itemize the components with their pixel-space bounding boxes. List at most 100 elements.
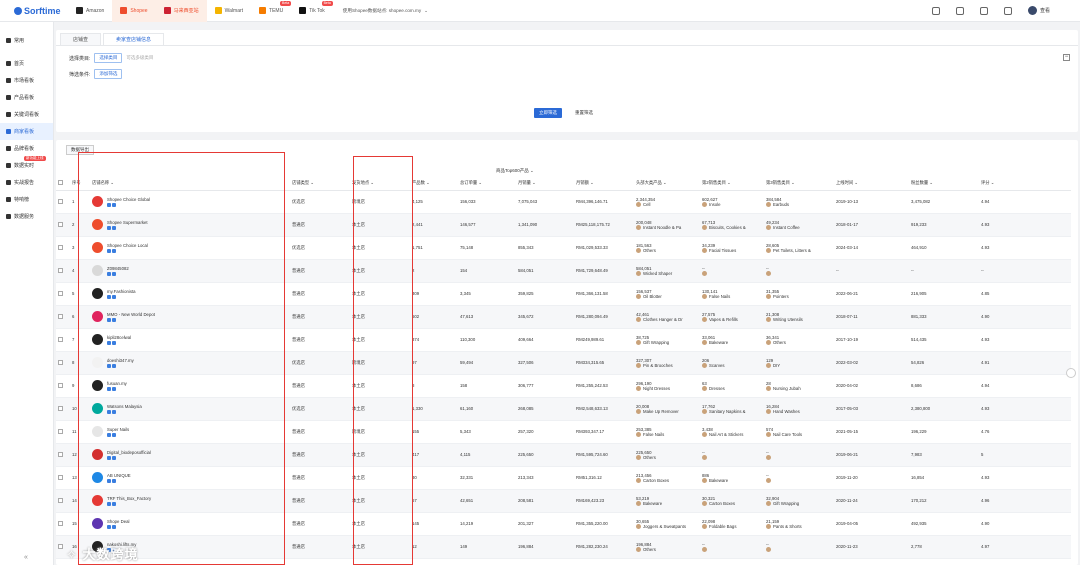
store-tag-icon[interactable] <box>107 248 111 253</box>
store-tag-icon[interactable] <box>107 501 111 506</box>
platform-tab-0[interactable]: Amazon <box>68 0 112 22</box>
sidebar-item-4[interactable]: 关键词看板 <box>0 106 53 123</box>
store-tag-icon[interactable] <box>112 271 116 276</box>
row-checkbox[interactable] <box>58 359 63 365</box>
column-header-5[interactable]: 总订单量 ⌄ <box>458 164 516 191</box>
store-name[interactable]: nakoshi.lifts.my <box>107 541 137 547</box>
store-tag-icon[interactable] <box>112 524 116 529</box>
store-name[interactable]: MMO - New World Depot <box>107 311 155 317</box>
store-tag-icon[interactable] <box>112 455 116 460</box>
store-name[interactable]: Digital_biodeposofficial <box>107 449 151 455</box>
sidebar-item-8[interactable]: 实战报告 <box>0 174 53 191</box>
store-name[interactable]: TRF This_Box_Factory <box>107 495 152 501</box>
expand-icon[interactable] <box>1003 6 1012 15</box>
store-tag-icon[interactable] <box>107 225 111 230</box>
sidebar-item-1[interactable]: 首页 <box>0 55 53 72</box>
column-header-1[interactable]: 店铺名称 ⌄ <box>90 164 290 191</box>
store-tag-icon[interactable] <box>107 317 111 322</box>
row-checkbox[interactable] <box>58 290 63 296</box>
column-header-4[interactable]: 产品数 ⌄ <box>410 164 458 191</box>
table-row[interactable]: 10 Watsons Malaysia 优选店 本土店 1,330 61,160 268,0… <box>56 397 1071 421</box>
collapse-sidebar-icon[interactable]: « <box>24 554 28 561</box>
add-filter-button[interactable]: 添加筛选 <box>94 69 123 79</box>
row-checkbox[interactable] <box>58 497 63 503</box>
folder-icon[interactable] <box>979 6 988 15</box>
column-header-6[interactable]: 月销量 ⌄ <box>516 164 574 191</box>
brand-logo[interactable]: Sorftime <box>0 6 68 16</box>
store-tag-icon[interactable] <box>107 432 111 437</box>
row-checkbox[interactable] <box>58 267 63 273</box>
store-tag-icon[interactable] <box>112 225 116 230</box>
store-name[interactable]: Watsons Malaysia <box>107 403 142 409</box>
store-name[interactable]: Z09845082 <box>107 265 129 271</box>
store-tag-icon[interactable] <box>112 386 116 391</box>
select-all-checkbox[interactable] <box>58 179 63 185</box>
table-row[interactable]: 8 doeshi347.my 优选店 跨境店 97 59,494 327,506 RM334,… <box>56 351 1071 375</box>
table-row[interactable]: 13 AB UNIQUE 普通店 本土店 30 32,331 213,343 RM51,316… <box>56 466 1071 490</box>
row-checkbox[interactable] <box>58 474 63 480</box>
copy-icon[interactable] <box>955 6 964 15</box>
table-row[interactable]: 14 TRF This_Box_Factory 普通店 本土店 67 42,651 208,… <box>56 489 1071 513</box>
sidebar-item-9[interactable]: 特响榜 <box>0 191 53 208</box>
tab-store-search[interactable]: 店铺查 <box>60 33 102 45</box>
sidebar-item-10[interactable]: 数据服务 <box>0 208 53 225</box>
row-checkbox[interactable] <box>58 313 63 319</box>
row-checkbox[interactable] <box>58 405 63 411</box>
sidebar-item-7[interactable]: 数据实时 新功能上线 <box>0 156 53 174</box>
table-row[interactable]: 11 Super Nails 普通店 跨境店 155 5,343 257,320 RM393,… <box>56 420 1071 444</box>
store-tag-icon[interactable] <box>107 478 111 483</box>
store-tag-icon[interactable] <box>107 363 111 368</box>
table-row[interactable]: 9 fusuan.my 普通店 本土店 8 158 306,777 RM1,255,242.5… <box>56 374 1071 398</box>
collapse-panel-icon[interactable]: − <box>1063 54 1070 61</box>
reset-filter-button[interactable]: 重置筛选 <box>575 110 593 115</box>
column-header-12[interactable]: 粉丝数量 ⌄ <box>909 164 979 191</box>
store-tag-icon[interactable] <box>107 271 111 276</box>
store-tag-icon[interactable] <box>112 478 116 483</box>
store-tag-icon[interactable] <box>107 524 111 529</box>
row-checkbox[interactable] <box>58 451 63 457</box>
store-name[interactable]: Shopee Choice Global <box>107 196 150 202</box>
row-checkbox[interactable] <box>58 382 63 388</box>
store-name[interactable]: AB UNIQUE <box>107 472 131 478</box>
table-row[interactable]: 12 Digital_biodeposofficial 普通店 本土店 417 4,115… <box>56 443 1071 467</box>
store-tag-icon[interactable] <box>112 409 116 414</box>
table-row[interactable]: 2 Shopee Supermarket 普通店 本土店 2,441 146,577 1,3… <box>56 213 1071 237</box>
table-row[interactable]: 3 Shopee Choice Local 优选店 本土店 1,751 75,148 855… <box>56 236 1071 260</box>
table-row[interactable]: 1 Shopee Choice Global 优选店 跨境店 4,125 156,033 7… <box>56 190 1071 214</box>
column-header-3[interactable]: 发货地点 ⌄ <box>350 164 410 191</box>
column-header-8[interactable]: 头部大类产品 ⌄ <box>634 164 700 191</box>
sidebar-item-5[interactable]: 商家看板 <box>0 123 53 140</box>
store-name[interactable]: my.Fashionista <box>107 288 136 294</box>
row-checkbox[interactable] <box>58 198 63 204</box>
store-name[interactable]: Shope Deal <box>107 518 130 524</box>
column-header-9[interactable]: 第2销售类目 ⌄ <box>700 164 764 191</box>
table-row[interactable]: 6 MMO - New World Depot 普通店 本土店 602 47,613 345… <box>56 305 1071 329</box>
store-tag-icon[interactable] <box>112 248 116 253</box>
column-header-10[interactable]: 第3销售类目 ⌄ <box>764 164 834 191</box>
tab-seller-store-info[interactable]: 卖家查店铺信息 <box>103 33 165 45</box>
store-name[interactable]: Super Nails <box>107 426 130 432</box>
user-menu[interactable]: 查看 <box>1027 6 1050 15</box>
store-name[interactable]: Shopee Choice Local <box>107 242 148 248</box>
store-tag-icon[interactable] <box>107 340 111 345</box>
store-tag-icon[interactable] <box>107 386 111 391</box>
row-checkbox[interactable] <box>58 428 63 434</box>
store-tag-icon[interactable] <box>107 547 111 552</box>
store-tag-icon[interactable] <box>112 501 116 506</box>
column-header-13[interactable]: 评分 ⌄ <box>979 164 1071 191</box>
store-tag-icon[interactable] <box>112 547 116 552</box>
store-tag-icon[interactable] <box>112 294 116 299</box>
store-tag-icon[interactable] <box>107 202 111 207</box>
float-help-icon[interactable] <box>1066 368 1076 378</box>
platform-tab-5[interactable]: Tik Tok Beta <box>291 0 333 22</box>
select-category-button[interactable]: 选择类目 <box>94 53 123 63</box>
table-row[interactable]: 4 Z09845082 普通店 本土店 2 154 584,051 RM1,729,648.4… <box>56 259 1071 283</box>
export-button[interactable]: 数据导出 <box>66 145 94 155</box>
sidebar-item-6[interactable]: 品牌看板 <box>0 140 53 157</box>
store-tag-icon[interactable] <box>107 455 111 460</box>
store-name[interactable]: kipli28celwal <box>107 334 132 340</box>
column-header-11[interactable]: 上线时间 ⌄ <box>834 164 909 191</box>
column-header-0[interactable]: 序号 <box>70 164 90 191</box>
store-name[interactable]: doeshi347.my <box>107 357 134 363</box>
store-tag-icon[interactable] <box>107 294 111 299</box>
